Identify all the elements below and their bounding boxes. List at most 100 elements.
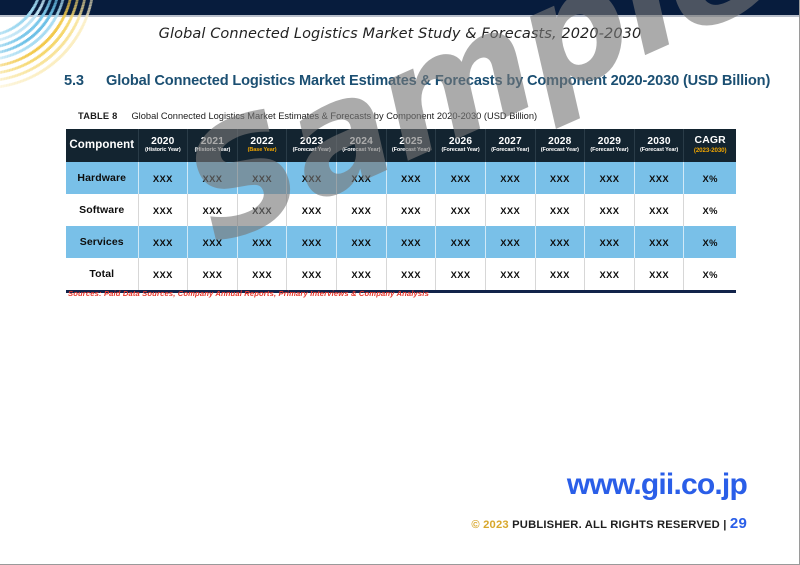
column-label: 2024 xyxy=(349,135,374,147)
column-label: 2025 xyxy=(399,135,423,147)
column-label: 2028 xyxy=(548,135,572,147)
table-row: Software XXX XXX XXX XXX XXX XXX XXX XXX XXX XXX XX… xyxy=(66,194,736,226)
table-cell: XXX xyxy=(634,226,685,258)
table-col-2029: 2029 (Forecast Year) xyxy=(584,129,635,162)
table-cell: XXX xyxy=(584,162,635,194)
table-header-row: Component 2020 (Historic Year) 2021 (Histori… xyxy=(66,129,736,162)
table-col-2022: 2022 (Base Year) xyxy=(237,129,288,162)
table-cell: XXX xyxy=(237,194,288,226)
table-cell: X% xyxy=(683,194,736,226)
table-cell: XXX xyxy=(336,226,387,258)
table-col-2023: 2023 (Forecast Year) xyxy=(286,129,337,162)
page-number: 29 xyxy=(729,515,747,532)
table-cell: XXX xyxy=(286,258,337,290)
column-sublabel: (Forecast Year) xyxy=(292,147,331,154)
column-label: 2021 xyxy=(200,135,225,147)
row-label-software: Software xyxy=(66,194,139,226)
table-cell: XXX xyxy=(336,258,387,290)
table-cell: XXX xyxy=(138,258,189,290)
sources-note: Sources: Paid Data Sources, Company Annu… xyxy=(68,289,429,298)
column-sublabel: (Base Year) xyxy=(247,147,277,154)
column-label: 2026 xyxy=(448,135,473,147)
column-label: CAGR xyxy=(694,135,726,147)
table-cell: XXX xyxy=(386,162,437,194)
table-cell: XXX xyxy=(187,162,238,194)
table-col-2027: 2027 (Forecast Year) xyxy=(485,129,536,162)
table-cell: XXX xyxy=(485,162,536,194)
table-cell: XXX xyxy=(187,258,238,290)
table-cell: X% xyxy=(683,226,736,258)
table-cell: XXX xyxy=(187,194,238,226)
table-col-2024: 2024 (Forecast Year) xyxy=(336,129,387,162)
column-label: 2027 xyxy=(498,135,522,147)
publisher-url[interactable]: www.gii.co.jp xyxy=(566,468,748,501)
section-heading: 5.3 Global Connected Logistics Market Est… xyxy=(64,73,770,89)
table-header: Component 2020 (Historic Year) 2021 (Histori… xyxy=(66,129,736,162)
table-caption: TABLE 8 Global Connected Logistics Market… xyxy=(78,111,778,121)
table-cell: XXX xyxy=(138,194,189,226)
column-sublabel: (2023-2030) xyxy=(693,147,727,155)
table-cell: XXX xyxy=(386,258,437,290)
table-cell: XXX xyxy=(584,226,635,258)
section-title: Global Connected Logistics Market Estima… xyxy=(106,73,771,89)
copyright-year: 2023 xyxy=(483,519,509,531)
table-cell: XXX xyxy=(485,258,536,290)
table-col-2028: 2028 (Forecast Year) xyxy=(535,129,586,162)
top-bar-underline xyxy=(0,15,799,17)
table-body: Hardware XXX XXX XXX XXX XXX XXX XXX XXX XXX XXX XX… xyxy=(66,162,736,290)
table-cell: XXX xyxy=(237,162,288,194)
table-row: Services XXX XXX XXX XXX XXX XXX XXX XXX XXX XXX XX… xyxy=(66,226,736,258)
column-label: 2020 xyxy=(151,135,175,147)
table-cell: XXX xyxy=(535,162,586,194)
copyright-line: © 2023 PUBLISHER. ALL RIGHTS RESERVED | … xyxy=(471,515,747,532)
table-col-2026: 2026 (Forecast Year) xyxy=(435,129,486,162)
table-cell: XXX xyxy=(286,194,337,226)
forecast-table-wrapper: Component 2020 (Historic Year) 2021 (Histori… xyxy=(66,129,736,293)
table-bottom-rule xyxy=(66,290,736,293)
table-cell: XXX xyxy=(138,162,189,194)
column-label: 2030 xyxy=(647,135,671,147)
forecast-table: Component 2020 (Historic Year) 2021 (Histori… xyxy=(66,129,736,290)
table-cell: XXX xyxy=(584,194,635,226)
table-row: Total XXX XXX XXX XXX XXX XXX XXX XXX XXX XXX XXX X% xyxy=(66,258,736,290)
column-sublabel: (Forecast Year) xyxy=(639,147,679,154)
column-label: 2022 xyxy=(250,135,274,147)
rights-text: PUBLISHER. ALL RIGHTS RESERVED | xyxy=(512,519,727,531)
top-navy-bar xyxy=(0,0,799,15)
section-number: 5.3 xyxy=(64,73,84,89)
table-col-2020: 2020 (Historic Year) xyxy=(138,129,189,162)
column-sublabel: (Historic Year) xyxy=(194,147,231,154)
table-cell: XXX xyxy=(435,258,486,290)
table-col-2025: 2025 (Forecast Year) xyxy=(386,129,437,162)
column-sublabel: (Forecast Year) xyxy=(391,147,431,154)
row-label-services: Services xyxy=(66,226,139,258)
table-cell: XXX xyxy=(237,226,288,258)
table-cell: XXX xyxy=(584,258,635,290)
column-sublabel: (Forecast Year) xyxy=(590,147,629,154)
table-cell: XXX xyxy=(386,226,437,258)
column-label: 2029 xyxy=(597,135,622,147)
column-sublabel: (Forecast Year) xyxy=(342,147,381,154)
running-header: Global Connected Logistics Market Study … xyxy=(158,26,642,42)
copyright-symbol: © xyxy=(471,519,480,531)
table-cell: XXX xyxy=(286,226,337,258)
column-sublabel: (Forecast Year) xyxy=(540,147,579,154)
table-cell: X% xyxy=(683,162,736,194)
table-cell: XXX xyxy=(435,162,486,194)
column-label: 2023 xyxy=(299,135,324,147)
table-col-2030: 2030 (Forecast Year) xyxy=(634,129,685,162)
column-sublabel: (Forecast Year) xyxy=(491,147,530,154)
table-cell: XXX xyxy=(634,258,685,290)
table-cell: XXX xyxy=(535,194,586,226)
table-cell: XXX xyxy=(187,226,238,258)
table-cell: XXX xyxy=(634,194,685,226)
column-sublabel: (Forecast Year) xyxy=(441,147,480,154)
table-row: Hardware XXX XXX XXX XXX XXX XXX XXX XXX XXX XXX XX… xyxy=(66,162,736,194)
table-cell: XXX xyxy=(634,162,685,194)
table-cell: XXX xyxy=(435,226,486,258)
table-cell: XXX xyxy=(435,194,486,226)
table-cell: XXX xyxy=(485,226,536,258)
row-label-total: Total xyxy=(66,258,139,290)
table-cell: XXX xyxy=(237,258,288,290)
